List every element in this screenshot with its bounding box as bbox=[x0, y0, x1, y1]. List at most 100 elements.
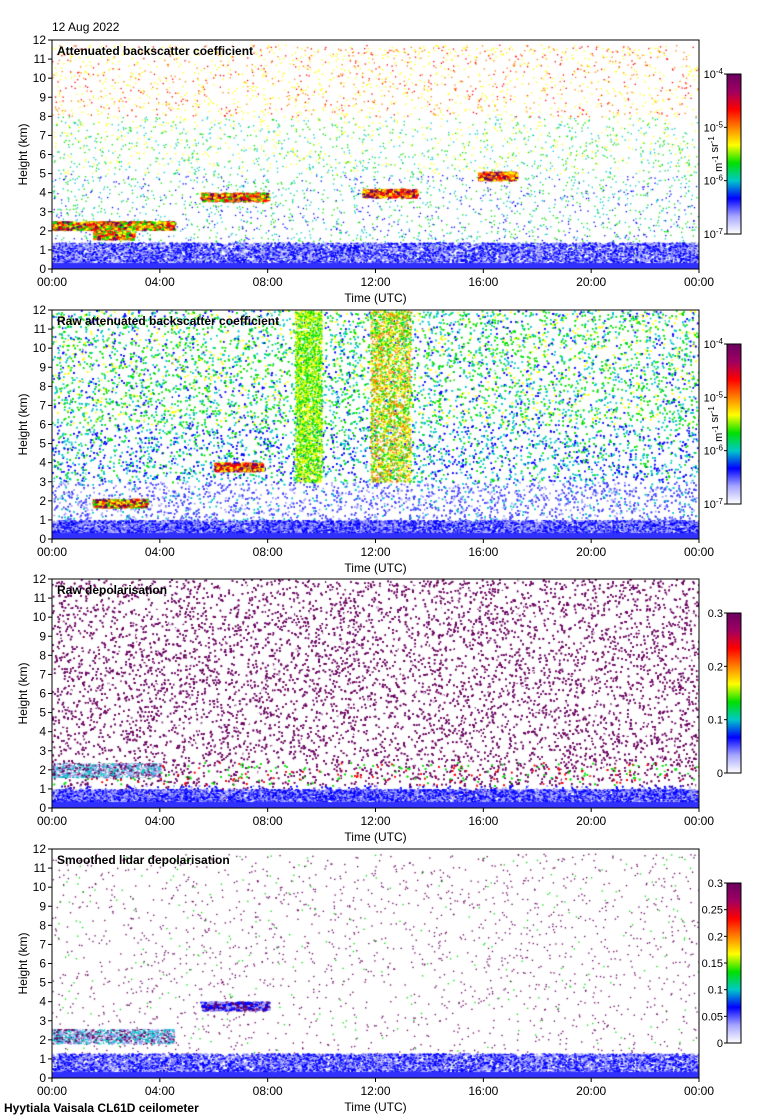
colorbar-tick-label: 10-7 bbox=[704, 497, 724, 511]
colorbar-tick-label: 0.3 bbox=[708, 608, 723, 620]
y-tick-label: 5 bbox=[39, 167, 46, 181]
panel-title: Smoothed lidar depolarisation bbox=[57, 853, 230, 867]
colorbar-tick-label: 10-4 bbox=[704, 337, 724, 351]
x-tick-label: 00:00 bbox=[684, 814, 714, 828]
heatmap-image bbox=[52, 579, 699, 808]
colorbar bbox=[726, 882, 742, 1044]
colorbar bbox=[726, 73, 742, 235]
x-tick-label: 00:00 bbox=[37, 814, 67, 828]
y-axis-label: Height (km) bbox=[16, 932, 30, 994]
colorbar-tick-label: 10-5 bbox=[704, 390, 724, 404]
x-tick-label: 00:00 bbox=[684, 545, 714, 559]
x-axis-label: Time (UTC) bbox=[344, 830, 406, 844]
y-tick-label: 0 bbox=[39, 801, 46, 815]
x-tick-label: 16:00 bbox=[468, 545, 498, 559]
y-tick-label: 5 bbox=[39, 976, 46, 990]
y-tick-label: 4 bbox=[39, 725, 46, 739]
x-tick-label: 20:00 bbox=[576, 275, 606, 289]
x-tick-label: 12:00 bbox=[360, 275, 390, 289]
colorbar-tick-label: 0.2 bbox=[708, 661, 723, 673]
y-tick-label: 0 bbox=[39, 1071, 46, 1085]
x-tick-label: 20:00 bbox=[576, 1084, 606, 1098]
y-tick-label: 12 bbox=[33, 842, 47, 856]
x-tick-label: 00:00 bbox=[37, 275, 67, 289]
x-tick-label: 08:00 bbox=[253, 545, 283, 559]
y-tick-label: 10 bbox=[33, 341, 47, 355]
y-tick-label: 7 bbox=[39, 128, 46, 142]
colorbar-tick-label: 0.3 bbox=[708, 878, 723, 890]
colorbar-tick-label: 10-7 bbox=[704, 227, 724, 241]
y-tick-label: 2 bbox=[39, 494, 46, 508]
y-tick-label: 4 bbox=[39, 995, 46, 1009]
y-tick-label: 4 bbox=[39, 186, 46, 200]
colorbar-tick-label: 0.15 bbox=[702, 958, 723, 970]
y-tick-label: 1 bbox=[39, 782, 46, 796]
colorbar-tick-label: 0.2 bbox=[708, 931, 723, 943]
x-tick-label: 00:00 bbox=[684, 1084, 714, 1098]
y-tick-label: 12 bbox=[33, 303, 47, 317]
y-tick-label: 1 bbox=[39, 243, 46, 257]
y-tick-label: 8 bbox=[39, 918, 46, 932]
x-tick-label: 20:00 bbox=[576, 545, 606, 559]
y-tick-label: 10 bbox=[33, 71, 47, 85]
colorbar-unit: m-1 sr-1 bbox=[707, 406, 725, 442]
x-tick-label: 08:00 bbox=[253, 1084, 283, 1098]
y-tick-label: 11 bbox=[34, 52, 47, 66]
x-tick-label: 04:00 bbox=[145, 545, 175, 559]
colorbar-tick-label: 0 bbox=[717, 768, 723, 780]
y-tick-label: 1 bbox=[39, 513, 46, 527]
y-tick-label: 10 bbox=[33, 610, 47, 624]
panel-title: Raw attenuated backscatter coefficient bbox=[57, 314, 279, 328]
heatmap-image bbox=[52, 310, 699, 539]
y-tick-label: 1 bbox=[39, 1052, 46, 1066]
x-tick-label: 00:00 bbox=[37, 1084, 67, 1098]
y-tick-label: 2 bbox=[39, 224, 46, 238]
y-axis-label: Height (km) bbox=[16, 393, 30, 455]
x-tick-label: 04:00 bbox=[145, 1084, 175, 1098]
y-tick-label: 9 bbox=[39, 90, 46, 104]
y-tick-label: 9 bbox=[39, 360, 46, 374]
y-tick-label: 9 bbox=[39, 899, 46, 913]
x-tick-label: 16:00 bbox=[468, 1084, 498, 1098]
colorbar-tick-label: 0.25 bbox=[702, 905, 723, 917]
y-tick-label: 5 bbox=[39, 706, 46, 720]
y-tick-label: 7 bbox=[39, 398, 46, 412]
date-label: 12 Aug 2022 bbox=[52, 20, 120, 34]
x-axis-label: Time (UTC) bbox=[344, 291, 406, 305]
colorbar-unit: m-1 sr-1 bbox=[707, 136, 725, 172]
colorbar-tick-label: 0.05 bbox=[702, 1011, 723, 1023]
y-tick-label: 12 bbox=[33, 572, 47, 586]
y-tick-label: 9 bbox=[39, 629, 46, 643]
y-tick-label: 8 bbox=[39, 648, 46, 662]
y-tick-label: 0 bbox=[39, 532, 46, 546]
y-tick-label: 6 bbox=[39, 418, 46, 432]
y-tick-label: 3 bbox=[39, 475, 46, 489]
y-tick-label: 4 bbox=[39, 456, 46, 470]
x-tick-label: 20:00 bbox=[576, 814, 606, 828]
colorbar-tick-label: 0.1 bbox=[708, 985, 723, 997]
panel-2: Raw attenuated backscatter coefficient 0 1… bbox=[16, 303, 742, 575]
y-tick-label: 7 bbox=[39, 667, 46, 681]
x-tick-label: 00:00 bbox=[37, 545, 67, 559]
y-tick-label: 11 bbox=[34, 861, 47, 875]
x-axis-label: Time (UTC) bbox=[344, 1100, 406, 1114]
colorbar-tick-label: 10-4 bbox=[704, 67, 724, 81]
y-tick-label: 2 bbox=[39, 1033, 46, 1047]
x-tick-label: 12:00 bbox=[360, 1084, 390, 1098]
y-tick-label: 5 bbox=[39, 437, 46, 451]
x-axis-label: Time (UTC) bbox=[344, 561, 406, 575]
colorbar-tick-label: 10-5 bbox=[704, 120, 724, 134]
panel-title: Raw depolarisation bbox=[57, 583, 167, 597]
y-tick-label: 11 bbox=[34, 591, 47, 605]
y-axis-label: Height (km) bbox=[16, 662, 30, 724]
x-tick-label: 08:00 bbox=[253, 814, 283, 828]
panel-title: Attenuated backscatter coefficient bbox=[57, 44, 253, 58]
x-tick-label: 16:00 bbox=[468, 275, 498, 289]
colorbar-tick-label: 10-6 bbox=[704, 174, 724, 188]
colorbar-tick-label: 0.1 bbox=[708, 715, 723, 727]
y-tick-label: 6 bbox=[39, 148, 46, 162]
x-tick-label: 12:00 bbox=[360, 814, 390, 828]
y-tick-label: 3 bbox=[39, 1014, 46, 1028]
y-tick-label: 8 bbox=[39, 109, 46, 123]
colorbar-tick-label: 10-6 bbox=[704, 444, 724, 458]
